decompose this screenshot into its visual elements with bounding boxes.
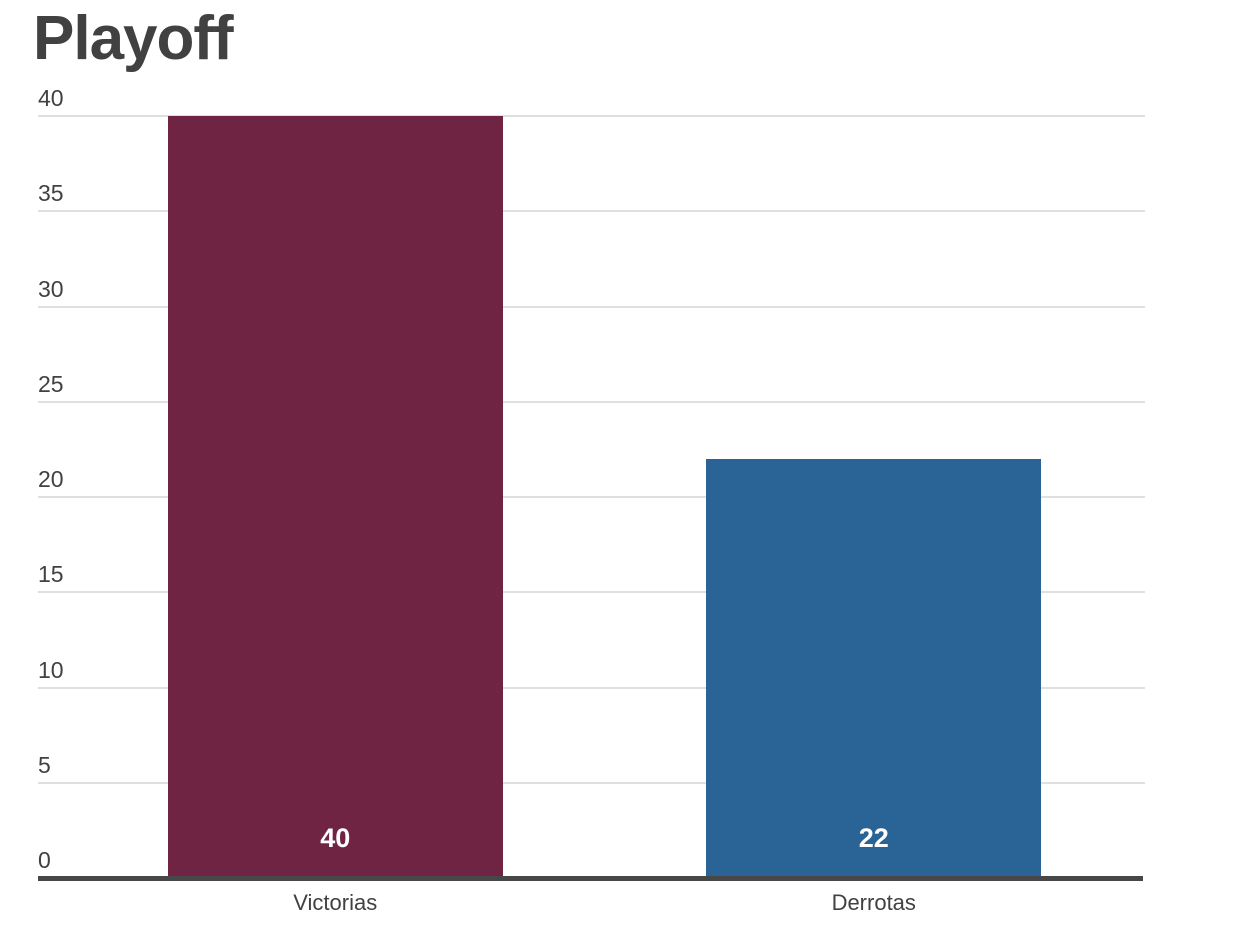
y-tick-label-20: 20 [38, 466, 64, 492]
y-tick-label-40: 40 [38, 85, 64, 111]
x-category-label-derrotas: Derrotas [831, 890, 916, 915]
y-tick-label-0: 0 [38, 847, 51, 873]
x-category-label-victorias: Victorias [293, 890, 378, 915]
gridline-y-40 [38, 115, 1145, 117]
y-tick-label-35: 35 [38, 180, 64, 207]
bar-derrotas: 22 [706, 458, 1042, 878]
bar-victorias: 40 [167, 116, 503, 878]
y-tick-label-25: 25 [38, 370, 64, 397]
y-tick-label-10: 10 [38, 656, 64, 683]
chart-title: Playoff [33, 4, 234, 73]
gridline-y-5 [38, 781, 1145, 784]
gridline-y-30 [38, 305, 1145, 308]
bar-value-label: 40 [320, 823, 351, 853]
gridline-y-15 [38, 591, 1145, 594]
gridline-y-10 [38, 686, 1145, 689]
y-tick-label-5: 5 [38, 751, 51, 778]
bar-value-label: 22 [858, 822, 889, 853]
y-tick-label-15: 15 [38, 561, 64, 588]
gridline-y-35 [38, 210, 1145, 213]
gridline-y-25 [38, 400, 1145, 403]
x-axis-line [38, 876, 1143, 881]
gridline-y-20 [38, 496, 1145, 498]
y-tick-label-30: 30 [38, 275, 64, 302]
